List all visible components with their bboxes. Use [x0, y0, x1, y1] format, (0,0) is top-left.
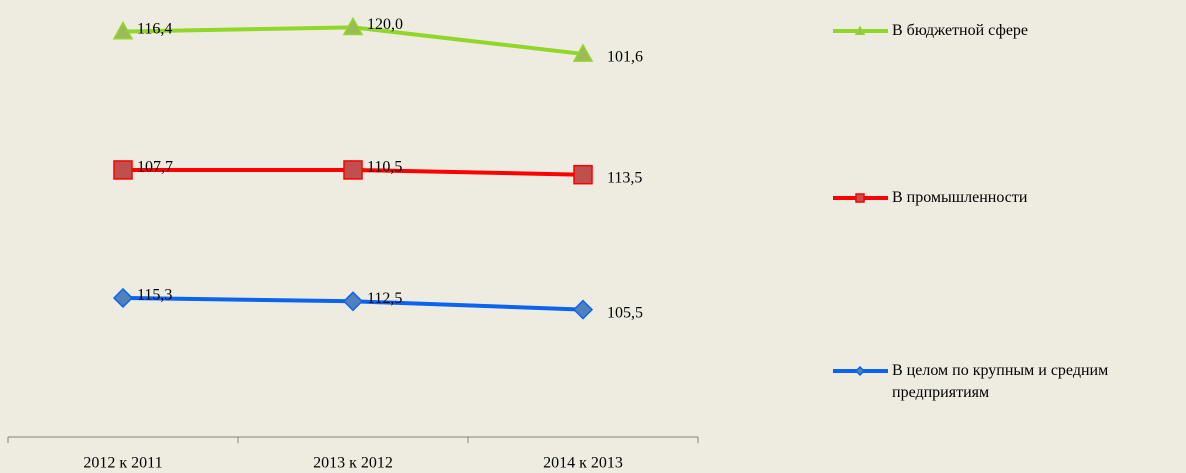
marker [112, 287, 134, 309]
legend-label: В бюджетной сфере [892, 22, 1029, 39]
x-tick-label: 2014 к 2013 [543, 455, 623, 472]
marker [113, 160, 133, 180]
marker [572, 299, 594, 320]
data-label: 101,6 [607, 49, 643, 66]
marker [854, 25, 866, 35]
marker [342, 16, 364, 36]
marker [572, 43, 594, 62]
data-label: 113,5 [607, 169, 642, 186]
data-label: 107,7 [137, 159, 173, 176]
marker [854, 365, 866, 377]
marker [112, 21, 134, 40]
data-label: 120,0 [367, 16, 403, 33]
x-tick-label: 2013 к 2012 [313, 455, 393, 472]
x-tick-label: 2012 к 2011 [83, 455, 162, 472]
legend-label: В целом по крупным и средним предприятия… [892, 362, 1109, 401]
legend-label: В промышленности [892, 189, 1028, 206]
data-label: 110,5 [367, 159, 402, 176]
data-label: 105,5 [607, 304, 643, 321]
marker [855, 193, 865, 203]
data-label: 115,3 [137, 287, 172, 304]
marker [343, 160, 363, 180]
data-label: 112,5 [367, 290, 402, 307]
data-label: 116,4 [137, 20, 172, 37]
marker [342, 291, 364, 312]
marker [573, 164, 593, 185]
